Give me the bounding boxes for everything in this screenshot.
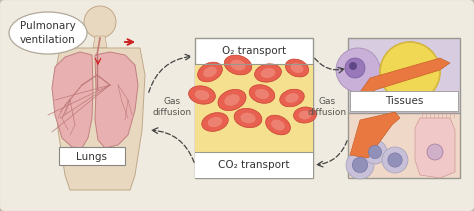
- Text: Gas
diffusion: Gas diffusion: [308, 97, 346, 117]
- Ellipse shape: [198, 62, 222, 82]
- Text: Lungs: Lungs: [76, 152, 108, 162]
- Ellipse shape: [234, 108, 262, 128]
- Ellipse shape: [224, 55, 252, 75]
- Polygon shape: [95, 52, 138, 148]
- Circle shape: [352, 157, 368, 173]
- Circle shape: [427, 144, 443, 160]
- Ellipse shape: [291, 63, 303, 73]
- Ellipse shape: [249, 85, 275, 103]
- Ellipse shape: [293, 107, 317, 123]
- Ellipse shape: [189, 86, 215, 104]
- Circle shape: [84, 6, 116, 38]
- Text: O₂ transport: O₂ transport: [222, 46, 286, 56]
- Polygon shape: [93, 36, 107, 48]
- Circle shape: [349, 62, 357, 70]
- Circle shape: [382, 147, 408, 173]
- Circle shape: [388, 153, 402, 167]
- Polygon shape: [52, 52, 93, 148]
- Ellipse shape: [280, 89, 304, 107]
- Circle shape: [380, 42, 440, 102]
- Bar: [348, 38, 460, 113]
- Circle shape: [345, 58, 365, 78]
- Text: Tissues: Tissues: [385, 96, 423, 106]
- Ellipse shape: [255, 89, 269, 99]
- Bar: [195, 38, 313, 178]
- Ellipse shape: [271, 120, 285, 130]
- Bar: [350, 91, 458, 111]
- Circle shape: [336, 48, 380, 92]
- Circle shape: [346, 151, 374, 179]
- Ellipse shape: [218, 89, 246, 111]
- Ellipse shape: [202, 113, 228, 131]
- Ellipse shape: [255, 64, 282, 82]
- Ellipse shape: [299, 111, 311, 119]
- Ellipse shape: [285, 93, 299, 103]
- Circle shape: [368, 145, 382, 159]
- FancyBboxPatch shape: [59, 147, 125, 165]
- Ellipse shape: [208, 117, 222, 127]
- Ellipse shape: [9, 12, 87, 54]
- Text: Gas
diffusion: Gas diffusion: [153, 97, 191, 117]
- Polygon shape: [358, 58, 450, 100]
- Ellipse shape: [224, 94, 240, 106]
- Ellipse shape: [285, 59, 309, 77]
- Text: CO₂ transport: CO₂ transport: [218, 160, 290, 170]
- Ellipse shape: [230, 60, 246, 70]
- Polygon shape: [55, 48, 145, 190]
- Circle shape: [363, 140, 387, 164]
- Polygon shape: [350, 112, 400, 158]
- Ellipse shape: [240, 113, 255, 123]
- Text: Pulmonary
ventilation: Pulmonary ventilation: [20, 21, 76, 45]
- Ellipse shape: [261, 68, 275, 78]
- Bar: [348, 113, 460, 178]
- Bar: [195, 152, 313, 178]
- Ellipse shape: [195, 90, 210, 100]
- Polygon shape: [415, 118, 455, 178]
- Bar: [195, 64, 313, 152]
- Ellipse shape: [265, 115, 291, 135]
- Ellipse shape: [203, 67, 217, 77]
